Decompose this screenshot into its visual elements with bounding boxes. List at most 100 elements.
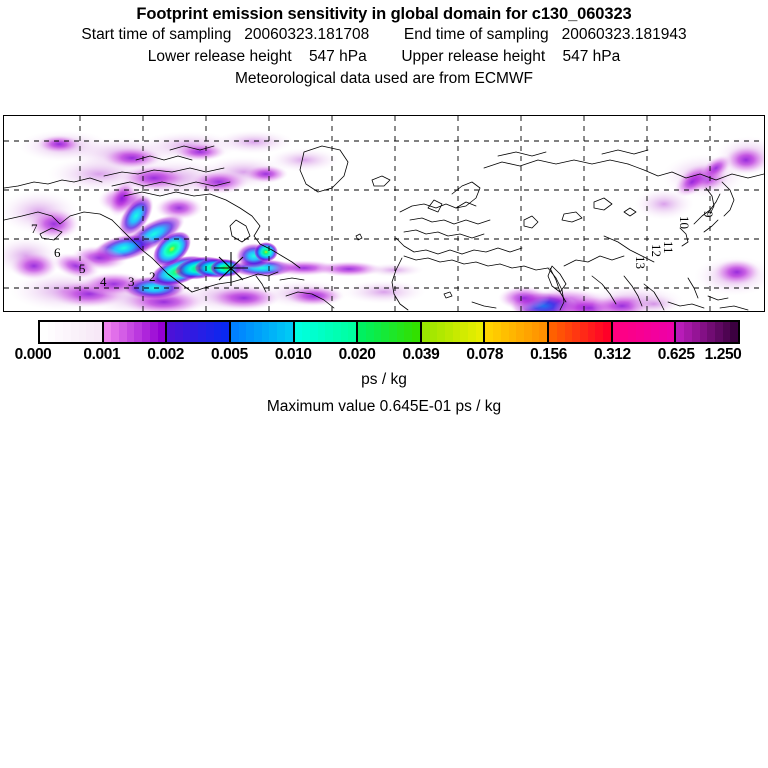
colorbar-step bbox=[348, 322, 357, 342]
colorbar-step bbox=[358, 322, 366, 342]
colorbar-step bbox=[437, 322, 445, 342]
colorbar-step bbox=[651, 322, 659, 342]
colorbar-step bbox=[643, 322, 652, 342]
colorbar-step bbox=[157, 322, 166, 342]
colorbar-segment bbox=[485, 322, 550, 342]
colorbar-step bbox=[230, 322, 239, 342]
start-time-label: Start time of sampling bbox=[81, 26, 232, 43]
traj-label-10: 10 bbox=[677, 216, 692, 229]
traj-label-4: 4 bbox=[100, 274, 107, 289]
colorbar-step bbox=[40, 322, 48, 342]
lower-release-value: 547 hPa bbox=[308, 48, 367, 65]
colorbar-segment bbox=[549, 322, 613, 342]
colorbar-step bbox=[524, 322, 532, 342]
colorbar-step bbox=[508, 322, 517, 342]
colorbar-tick: 0.005 bbox=[211, 346, 248, 363]
colorbar-segment bbox=[421, 322, 486, 342]
colorbar-step bbox=[365, 322, 374, 342]
colorbar-step bbox=[205, 322, 214, 342]
colorbar-step bbox=[676, 322, 685, 342]
colorbar-step bbox=[452, 322, 461, 342]
colorbar-step bbox=[333, 322, 341, 342]
traj-label-12: 12 bbox=[649, 244, 664, 257]
map-panel: 7 6 5 4 3 2 9 10 11 12 13 bbox=[3, 115, 765, 312]
trajectory-overlay: 7 6 5 4 3 2 9 10 11 12 13 bbox=[31, 211, 716, 289]
colorbar-step bbox=[93, 322, 102, 342]
colorbar-tick: 0.078 bbox=[466, 346, 504, 363]
colorbar-step bbox=[587, 322, 596, 342]
colorbar-step bbox=[261, 322, 270, 342]
colorbar-step bbox=[174, 322, 183, 342]
colorbar-step bbox=[658, 322, 667, 342]
sampling-time-line: Start time of sampling 20060323.181708 E… bbox=[0, 24, 768, 46]
map-gridlines bbox=[4, 116, 764, 311]
colorbar-step bbox=[294, 322, 303, 342]
footprint-field-layer bbox=[4, 130, 764, 311]
colorbar-step bbox=[722, 322, 731, 342]
colorbar-step bbox=[468, 322, 476, 342]
upper-release-label: Upper release height bbox=[401, 48, 546, 65]
colorbar-step bbox=[86, 322, 94, 342]
colorbar-step bbox=[620, 322, 629, 342]
traj-label-2: 2 bbox=[149, 269, 156, 284]
colorbar-step bbox=[714, 322, 723, 342]
colorbar-step bbox=[707, 322, 715, 342]
colorbar-step bbox=[55, 322, 64, 342]
colorbar-step bbox=[309, 322, 318, 342]
colorbar-tick: 0.000 bbox=[14, 346, 52, 363]
colorbar-step bbox=[579, 322, 588, 342]
colorbar-tick: 0.625 bbox=[657, 346, 695, 363]
traj-label-5: 5 bbox=[79, 261, 86, 276]
colorbar-step bbox=[549, 322, 557, 342]
colorbar-step bbox=[628, 322, 636, 342]
colorbar-segment bbox=[294, 322, 359, 342]
colorbar-step bbox=[412, 322, 420, 342]
colorbar-step bbox=[317, 322, 326, 342]
colorbar-tick: 0.002 bbox=[147, 346, 185, 363]
colorbar-step bbox=[340, 322, 349, 342]
colorbar-segment bbox=[230, 322, 295, 342]
colorbar-step bbox=[254, 322, 262, 342]
colorbar-step bbox=[213, 322, 222, 342]
colorbar-step bbox=[429, 322, 438, 342]
colorbar-step bbox=[684, 322, 692, 342]
colorbar-step bbox=[381, 322, 390, 342]
colorbar-step bbox=[149, 322, 158, 342]
colorbar-step bbox=[190, 322, 199, 342]
colorbar-step bbox=[635, 322, 644, 342]
colorbar-step bbox=[691, 322, 700, 342]
colorbar-step bbox=[421, 322, 430, 342]
page-title: Footprint emission sensitivity in global… bbox=[136, 5, 632, 23]
colorbar-step bbox=[302, 322, 310, 342]
colorbar-step bbox=[500, 322, 509, 342]
end-time-label: End time of sampling bbox=[403, 26, 549, 43]
release-point-marker bbox=[214, 252, 248, 286]
colorbar-step bbox=[47, 322, 56, 342]
traj-label-3: 3 bbox=[128, 274, 135, 289]
colorbar-segment bbox=[103, 322, 168, 342]
colorbar-step bbox=[63, 322, 71, 342]
colorbar-tick-labels: 0.000 0.001 0.002 0.005 0.010 0.020 0.039 0.078… bbox=[0, 346, 768, 368]
colorbar-step bbox=[396, 322, 405, 342]
colorbar-step bbox=[198, 322, 206, 342]
colorbar-step bbox=[238, 322, 247, 342]
colorbar-tick: 0.020 bbox=[338, 346, 376, 363]
maximum-value-label: Maximum value 0.645E-01 ps / kg bbox=[266, 398, 502, 415]
colorbar-segment bbox=[167, 322, 231, 342]
release-height-line: Lower release height 547 hPa Upper relea… bbox=[0, 46, 768, 68]
colorbar-step bbox=[730, 322, 739, 342]
colorbar-step bbox=[572, 322, 580, 342]
colorbar bbox=[38, 320, 740, 344]
colorbar-step bbox=[126, 322, 135, 342]
colorbar-step bbox=[167, 322, 175, 342]
colorbar-step bbox=[221, 322, 229, 342]
colorbar-step bbox=[70, 322, 79, 342]
colorbar-step bbox=[516, 322, 524, 342]
traj-label-11: 11 bbox=[661, 241, 676, 254]
colorbar-step bbox=[475, 322, 484, 342]
colorbar-step bbox=[460, 322, 469, 342]
colorbar-unit-label: ps / kg bbox=[361, 371, 407, 388]
colorbar-step bbox=[373, 322, 382, 342]
colorbar-segment bbox=[358, 322, 422, 342]
